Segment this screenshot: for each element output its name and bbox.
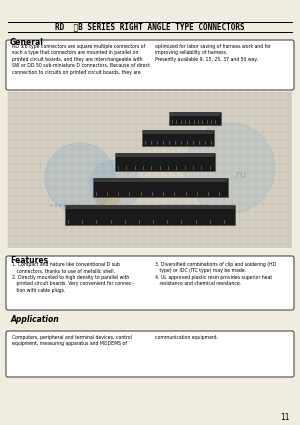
Text: RD  ①B SERIES RIGHT ANGLE TYPE CONNECTORS: RD ①B SERIES RIGHT ANGLE TYPE CONNECTORS: [55, 23, 245, 31]
Bar: [8, 92, 292, 248]
Text: к о м п о н е н т ы: к о м п о н е н т ы: [162, 202, 208, 207]
FancyBboxPatch shape: [6, 331, 294, 377]
Text: optimized for labor saving of harness work and for
improving reliability of harn: optimized for labor saving of harness wo…: [155, 44, 271, 62]
Text: 1. Compact and nature like conventional D sub
   connectors, thanks to use of me: 1. Compact and nature like conventional …: [12, 262, 133, 292]
Bar: [169, 111, 221, 125]
Text: .ru: .ru: [233, 170, 247, 180]
FancyBboxPatch shape: [170, 111, 220, 116]
FancyBboxPatch shape: [6, 40, 294, 90]
FancyBboxPatch shape: [143, 130, 213, 134]
FancyBboxPatch shape: [66, 205, 234, 209]
Circle shape: [96, 183, 120, 207]
Text: 3. Diversified combinations of clip and soldering (HD
   type) or IDC (ITC type): 3. Diversified combinations of clip and …: [155, 262, 276, 286]
Text: RD ①B type connectors are square multiple connectors of
such a type that connect: RD ①B type connectors are square multipl…: [12, 44, 150, 75]
Text: 11: 11: [280, 413, 290, 422]
FancyBboxPatch shape: [6, 256, 294, 310]
Text: communication equipment.: communication equipment.: [155, 335, 218, 340]
Circle shape: [90, 160, 140, 210]
Text: General: General: [10, 38, 44, 47]
Text: Computers, peripheral and terminal devices, control
equipment, measuring apparat: Computers, peripheral and terminal devic…: [12, 335, 132, 346]
Circle shape: [185, 123, 275, 213]
Text: Application: Application: [10, 315, 58, 324]
Bar: [92, 178, 227, 196]
Circle shape: [45, 143, 115, 213]
FancyBboxPatch shape: [116, 153, 214, 157]
Bar: [65, 205, 235, 225]
FancyBboxPatch shape: [94, 178, 226, 181]
Text: э л е к т р о н н ы е: э л е к т р о н н ы е: [50, 202, 100, 207]
Bar: [142, 130, 214, 146]
Bar: [115, 153, 215, 171]
Text: Features: Features: [10, 256, 48, 265]
